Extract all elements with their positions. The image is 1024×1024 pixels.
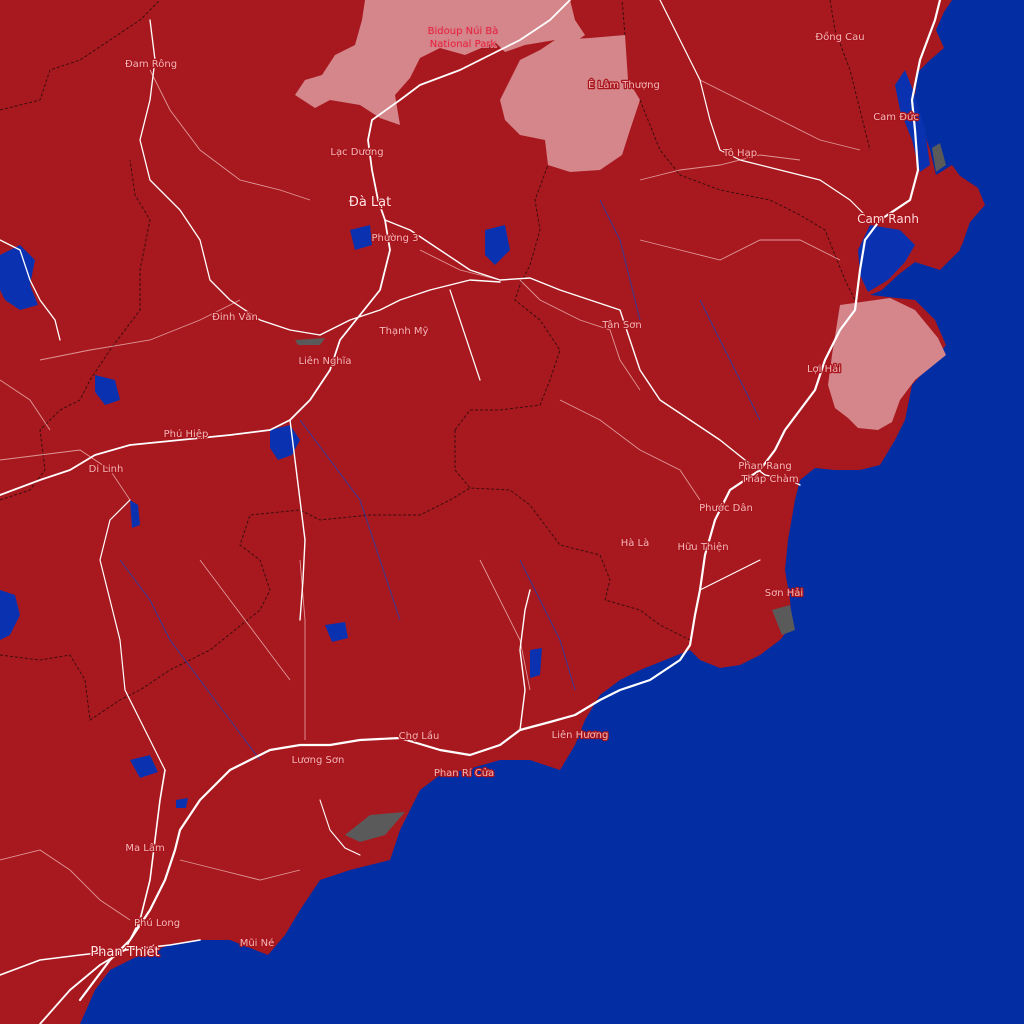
place-label-lien-nghia[interactable]: Liên Nghĩa	[297, 354, 353, 369]
place-label-phan-thiet[interactable]: Phan Thiết	[89, 944, 161, 962]
park-area	[500, 35, 640, 172]
place-label-luong-son[interactable]: Lương Sơn	[290, 754, 345, 768]
place-label-cam-duc[interactable]: Cam Đức	[872, 110, 920, 125]
province-border	[829, 0, 871, 151]
sand-dune-area	[345, 812, 405, 842]
place-label-phuoc-dan[interactable]: Phước Dân	[698, 501, 754, 516]
place-label-phan-rang[interactable]: Phan Rang	[737, 460, 793, 474]
place-label-da-lat[interactable]: Đà Lạt	[348, 194, 393, 212]
province-border	[639, 99, 856, 301]
lake	[0, 590, 20, 640]
place-label-e-lam-thuong[interactable]: Ê Lâm Thượng	[587, 77, 661, 93]
river	[299, 419, 401, 621]
place-label-thanh-my[interactable]: Thạnh Mỹ	[377, 325, 430, 339]
place-label-son-hai[interactable]: Sơn Hải	[764, 586, 805, 601]
place-label-ma-lam[interactable]: Ma Lâm	[124, 841, 166, 856]
major-roads	[0, 0, 942, 1024]
place-label-lien-huong[interactable]: Liên Hương	[550, 728, 609, 743]
lake	[130, 755, 158, 778]
lake	[325, 622, 348, 642]
province-border	[0, 0, 161, 111]
place-label-ha-la[interactable]: Hà Là	[619, 536, 650, 551]
river	[699, 299, 761, 421]
lake	[95, 375, 120, 405]
lake	[530, 648, 542, 678]
place-label-dong-cau[interactable]: Đồng Cau	[814, 30, 866, 45]
land-area	[0, 0, 980, 1024]
province-border	[621, 0, 626, 36]
province-border	[0, 487, 691, 721]
sand-dune-area	[772, 605, 795, 635]
bay-water	[858, 225, 915, 292]
place-label-to-hap[interactable]: Tô Hạp	[721, 146, 759, 161]
river	[119, 559, 261, 761]
province-border	[454, 164, 561, 431]
lagoon-water	[895, 70, 930, 172]
place-label-dinh-van[interactable]: Đinh Văn	[211, 311, 259, 325]
place-label-thap-cham[interactable]: Tháp Chàm	[739, 472, 800, 487]
place-label-phuong-3[interactable]: Phường 3	[370, 231, 420, 246]
province-border	[454, 430, 471, 489]
place-label-phan-ri-cua[interactable]: Phan Rí Cửa	[433, 766, 496, 781]
lake	[485, 225, 510, 265]
lake	[0, 245, 38, 310]
place-label-mui-ne[interactable]: Mũi Né	[238, 936, 275, 951]
park-area	[828, 298, 946, 430]
place-label-cam-ranh[interactable]: Cam Ranh	[856, 211, 920, 228]
minor-roads	[0, 69, 861, 921]
place-label-di-linh[interactable]: Di Linh	[87, 463, 124, 477]
sand-dune-area	[295, 338, 325, 345]
lake	[176, 798, 188, 808]
place-label-tan-son[interactable]: Tân Sơn	[600, 318, 643, 333]
lake	[270, 425, 300, 460]
place-label-huu-thien[interactable]: Hữu Thiện	[676, 540, 730, 555]
place-label-phu-hiep[interactable]: Phú Hiệp	[162, 427, 209, 442]
place-label-cho-lau[interactable]: Chợ Lầu	[397, 729, 440, 744]
park-label-line1[interactable]: Bidoup Núi Bà	[427, 24, 500, 38]
river	[519, 559, 576, 691]
lake	[130, 500, 140, 528]
place-label-phu-long[interactable]: Phú Long	[133, 916, 182, 931]
park-label-line2[interactable]: National Park	[429, 38, 498, 51]
place-label-loi-hai[interactable]: Lợi Hải	[806, 362, 843, 377]
lake	[350, 225, 372, 250]
land-area	[930, 165, 985, 262]
sand-dune-area	[932, 143, 946, 172]
river	[599, 199, 641, 321]
province-border	[0, 159, 151, 501]
park-area	[295, 0, 585, 125]
place-label-dam-rong[interactable]: Đam Rông	[124, 57, 179, 72]
place-label-lac-duong[interactable]: Lạc Dương	[329, 146, 385, 160]
